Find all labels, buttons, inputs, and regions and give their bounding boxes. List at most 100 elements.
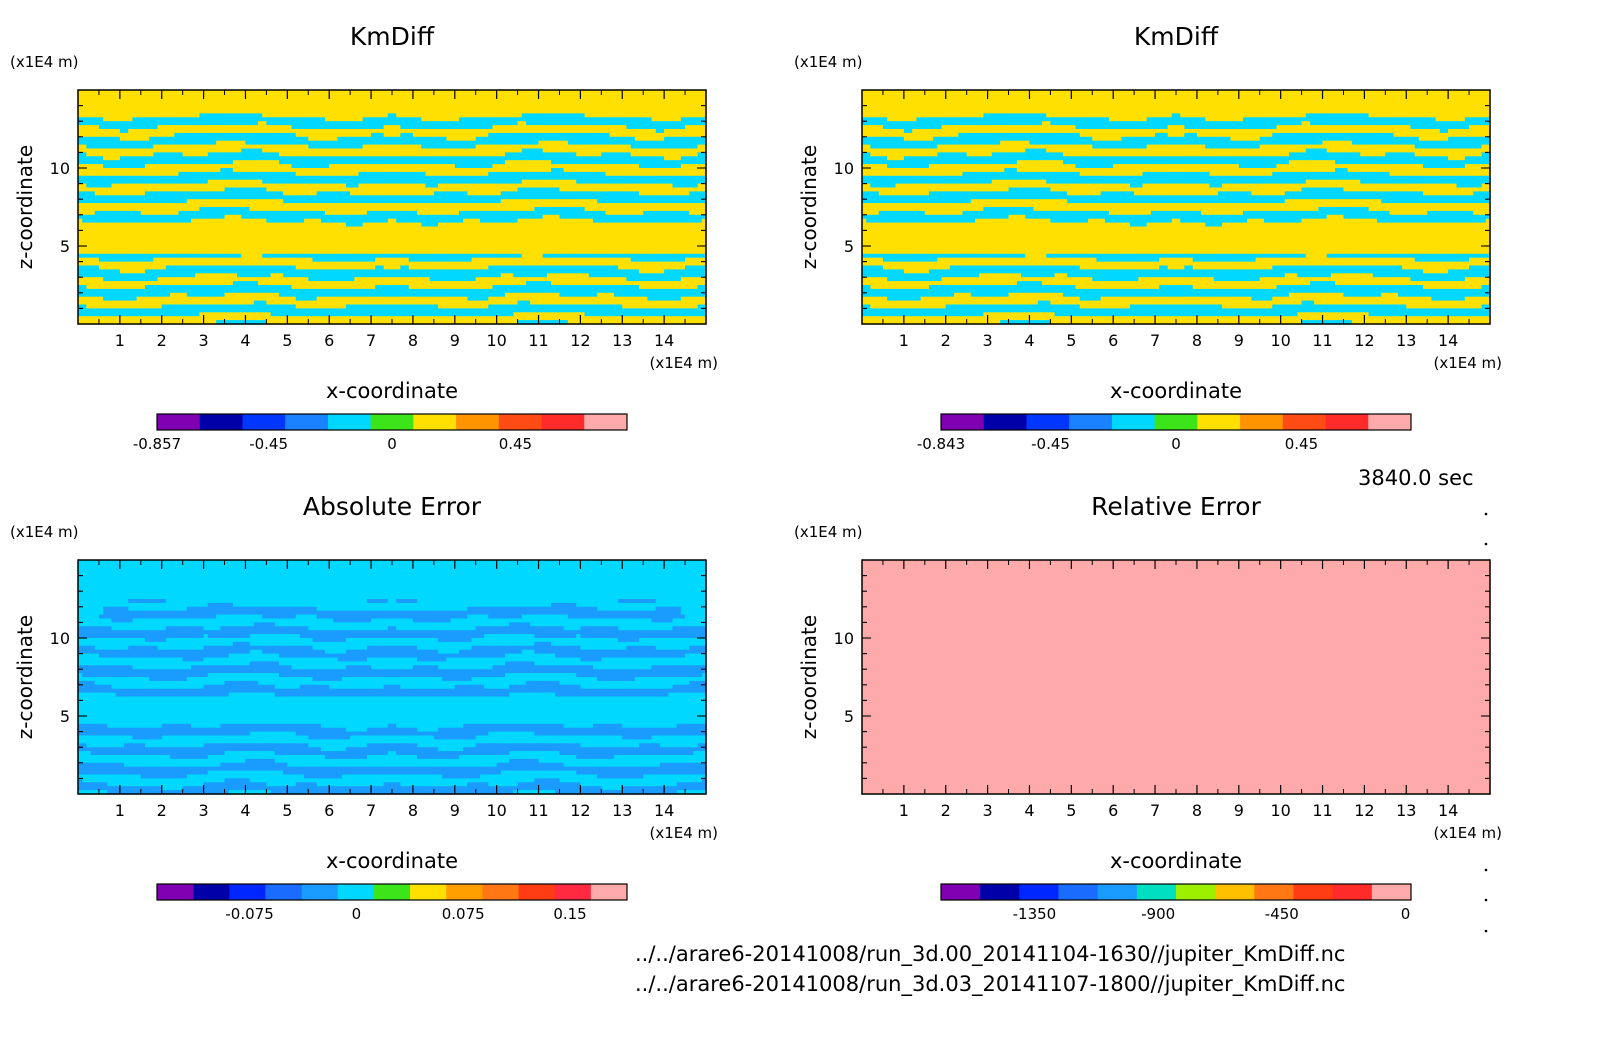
field-cell — [292, 207, 297, 212]
field-cell — [82, 160, 87, 165]
field-cell — [225, 125, 230, 130]
field-cell — [354, 156, 359, 161]
field-cell — [505, 141, 510, 146]
field-cell — [434, 211, 439, 216]
field-cell — [564, 149, 569, 154]
field-cell — [170, 121, 175, 126]
field-cell — [597, 211, 602, 216]
field-cell — [664, 133, 669, 138]
field-cell — [208, 176, 213, 181]
field-cell — [338, 102, 343, 107]
field-cell — [610, 180, 615, 185]
field-cell — [559, 156, 564, 161]
field-cell — [652, 215, 657, 220]
field-cell — [668, 141, 673, 146]
field-cell — [300, 199, 305, 204]
field-cell — [392, 168, 397, 173]
field-cell — [191, 211, 196, 216]
field-cell — [660, 145, 665, 150]
field-cell — [250, 172, 255, 177]
field-cell — [220, 219, 225, 224]
field-cell — [417, 164, 422, 169]
field-cell — [137, 207, 142, 212]
field-cell — [409, 207, 414, 212]
field-cell — [208, 149, 213, 154]
field-cell — [375, 113, 380, 118]
field-cell — [635, 160, 640, 165]
field-cell — [116, 164, 121, 169]
field-cell — [354, 125, 359, 130]
field-cell — [86, 98, 91, 103]
field-cell — [480, 172, 485, 177]
field-cell — [375, 184, 380, 189]
field-cell — [559, 176, 564, 181]
field-cell — [250, 160, 255, 165]
field-cell — [522, 121, 527, 126]
field-cell — [459, 113, 464, 118]
field-cell — [258, 121, 263, 126]
field-cell — [576, 102, 581, 107]
field-cell — [693, 207, 698, 212]
field-cell — [149, 184, 154, 189]
field-cell — [308, 215, 313, 220]
field-cell — [643, 102, 648, 107]
field-cell — [137, 156, 142, 161]
field-cell — [258, 152, 263, 157]
field-cell — [413, 137, 418, 142]
field-cell — [572, 98, 577, 103]
field-cell — [526, 188, 531, 193]
field-cell — [111, 129, 116, 134]
field-cell — [116, 188, 121, 193]
field-cell — [271, 129, 276, 134]
field-cell — [451, 180, 456, 185]
field-cell — [245, 188, 250, 193]
field-cell — [551, 195, 556, 200]
field-cell — [103, 195, 108, 200]
field-cell — [225, 203, 230, 208]
field-cell — [421, 215, 426, 220]
field-cell — [593, 160, 598, 165]
field-cell — [204, 207, 209, 212]
field-cell — [656, 215, 661, 220]
field-cell — [442, 195, 447, 200]
field-cell — [664, 102, 669, 107]
field-cell — [275, 121, 280, 126]
field-cell — [191, 164, 196, 169]
field-cell — [555, 145, 560, 150]
field-cell — [174, 149, 179, 154]
field-cell — [442, 207, 447, 212]
field-cell — [534, 168, 539, 173]
field-cell — [195, 141, 200, 146]
field-cell — [95, 215, 100, 220]
field-cell — [124, 137, 129, 142]
field-cell — [559, 164, 564, 169]
field-cell — [635, 211, 640, 216]
field-cell — [342, 191, 347, 196]
field-cell — [166, 121, 171, 126]
field-cell — [392, 152, 397, 157]
field-cell — [204, 106, 209, 111]
field-cell — [304, 141, 309, 146]
field-cell — [363, 180, 368, 185]
field-cell — [409, 215, 414, 220]
field-cell — [689, 164, 694, 169]
field-cell — [518, 110, 523, 115]
field-cell — [417, 152, 422, 157]
field-cell — [258, 176, 263, 181]
field-cell — [325, 203, 330, 208]
field-cell — [656, 152, 661, 157]
field-cell — [472, 195, 477, 200]
field-cell — [86, 149, 91, 154]
field-cell — [166, 164, 171, 169]
field-cell — [652, 129, 657, 134]
field-cell — [392, 191, 397, 196]
field-cell — [199, 168, 204, 173]
field-cell — [446, 180, 451, 185]
field-cell — [208, 156, 213, 161]
field-cell — [488, 164, 493, 169]
field-cell — [137, 180, 142, 185]
field-cell — [660, 191, 665, 196]
field-cell — [664, 149, 669, 154]
field-cell — [245, 176, 250, 181]
field-cell — [681, 180, 686, 185]
